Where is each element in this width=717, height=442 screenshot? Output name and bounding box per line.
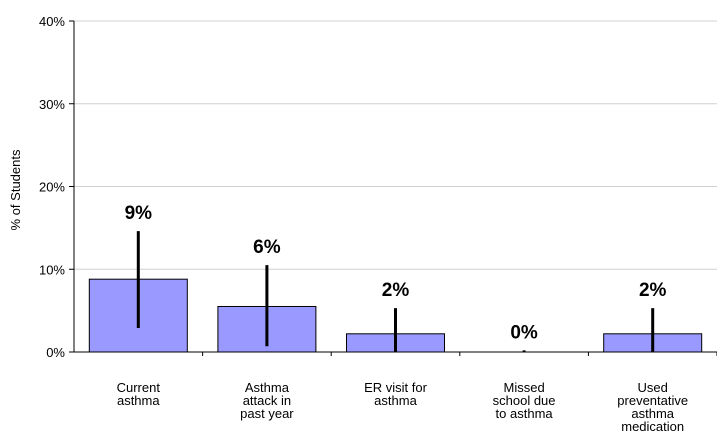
category-label-line: Asthma [245,380,290,395]
y-tick-labels: 0% 10% 20% 30% 40% [39,14,65,360]
data-label: 6% [253,237,281,258]
category-label: Current asthma [117,380,161,408]
category-label-line: asthma [374,393,417,408]
y-tick-label: 20% [39,180,65,195]
category-label-line: asthma [631,406,674,421]
category-label-line: ER visit for [364,380,428,395]
error-bars [136,231,655,352]
category-label-line: Current [117,380,161,395]
category-label-line: school due [493,393,556,408]
axes [73,21,717,353]
category-label-line: attack in [243,393,291,408]
gridlines [69,20,717,356]
y-tick-label: 40% [39,14,65,29]
category-label-line: medication [621,419,684,434]
category-label: ER visit for asthma [364,380,428,408]
y-tick-label: 30% [39,97,65,112]
category-label: Used preventative asthma medication [617,380,688,434]
category-label-line: Missed [504,380,545,395]
data-label: 2% [639,280,667,301]
category-label: Missed school due to asthma [493,380,556,421]
category-label: Asthma attack in past year [240,380,294,421]
category-label-line: Used [638,380,668,395]
category-label-line: preventative [617,393,688,408]
category-label-line: asthma [117,393,160,408]
data-labels: 9% 6% 2% 0% 2% [125,203,667,343]
y-axis-label: % of Students [8,149,23,230]
y-tick-label: 0% [46,345,65,360]
data-label: 0% [510,322,538,343]
category-label-line: to asthma [496,406,554,421]
category-label-line: past year [240,406,294,421]
y-tick-label: 10% [39,262,65,277]
data-label: 2% [382,280,410,301]
data-label: 9% [125,203,153,224]
